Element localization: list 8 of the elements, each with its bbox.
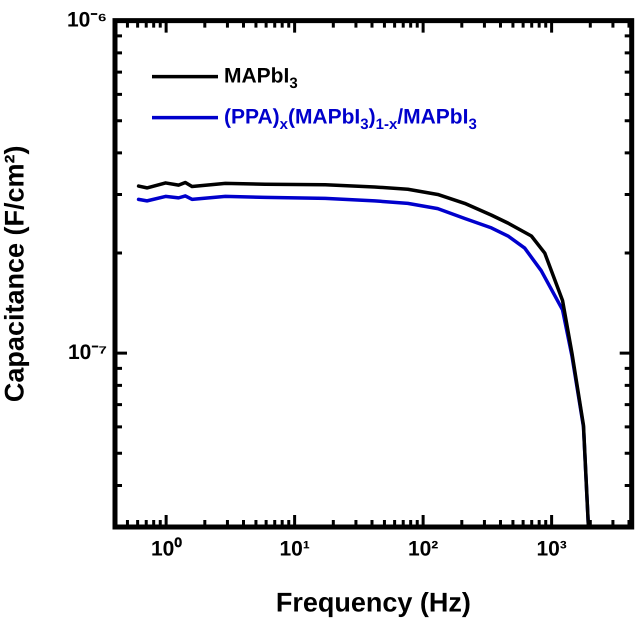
x-tick-label: 10² [408,537,438,560]
y-tick-label: 10⁻⁷ [68,340,107,364]
x-axis-title: Frequency (Hz) [276,587,471,618]
x-tick-label: 10³ [536,537,567,560]
y-axis-title: Capacitance (F/cm²) [0,146,30,402]
x-tick-label: 10¹ [279,537,310,560]
y-tick-label: 10⁻⁶ [66,8,107,32]
x-tick-label: 10⁰ [150,536,182,560]
